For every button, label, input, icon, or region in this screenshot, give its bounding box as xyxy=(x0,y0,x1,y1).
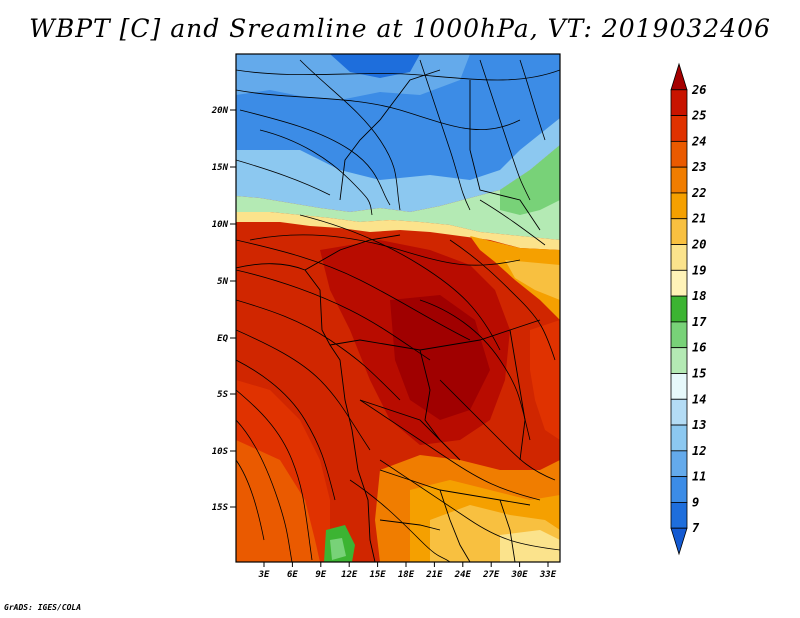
colorbar-label: 7 xyxy=(692,521,700,535)
lat-tick-label: 5N xyxy=(217,277,228,287)
grads-credit: GrADS: IGES/COLA xyxy=(4,603,82,612)
colorbar-swatch xyxy=(670,269,688,297)
colorbar-label: 13 xyxy=(692,418,706,432)
colorbar-label: 22 xyxy=(691,186,706,200)
colorbar-label: 17 xyxy=(692,315,707,329)
colorbar-swatch xyxy=(670,89,688,116)
colorbar-swatch xyxy=(670,527,688,556)
colorbar-label: 15 xyxy=(692,367,706,381)
colorbar-label: 9 xyxy=(692,495,699,509)
map-title: WBPT [C] and Sreamline at 1000hPa, VT: 2… xyxy=(29,14,771,43)
colorbar-swatch xyxy=(670,347,688,374)
lat-tick-label: 20N xyxy=(211,106,229,116)
colorbar-label: 12 xyxy=(692,444,706,458)
colorbar-swatch xyxy=(670,502,688,529)
lat-tick-label: 10N xyxy=(212,220,229,230)
colorbar-swatch xyxy=(670,140,688,168)
lat-tick-label: 10S xyxy=(212,447,229,457)
map-frame xyxy=(235,53,561,563)
colorbar-label: 16 xyxy=(692,341,706,355)
colorbar-label: 18 xyxy=(692,289,706,303)
colorbar-swatch xyxy=(670,192,688,220)
colorbar-label: 11 xyxy=(692,470,706,484)
colorbar-label: 26 xyxy=(691,83,706,97)
colorbar-label: 25 xyxy=(691,109,706,123)
country-borders xyxy=(236,69,541,562)
latitude-axis: 20N 15N 10N 5N EQ 5S 10S 15S xyxy=(211,106,236,513)
colorbar-swatch xyxy=(670,321,688,349)
longitude-axis: 3E 6E 9E 12E 15E 18E 21E 24E 27E 30E 33E xyxy=(258,562,557,580)
lon-tick-label: 24E xyxy=(454,570,472,580)
streamlines xyxy=(236,59,560,562)
lon-tick-label: 3E xyxy=(258,570,270,580)
colorbar-swatch xyxy=(670,295,688,323)
lon-tick-label: 18E xyxy=(398,570,415,580)
colorbar-swatch xyxy=(670,218,688,245)
colorbar-label: 21 xyxy=(691,212,706,226)
colorbar-label: 14 xyxy=(692,392,706,406)
lon-tick-label: 12E xyxy=(341,570,358,580)
lon-tick-label: 30E xyxy=(510,570,528,580)
lat-tick-label: 15S xyxy=(212,503,229,513)
lat-tick-label: EQ xyxy=(217,334,228,344)
colorbar-swatch xyxy=(670,450,688,478)
colorbar-label: 23 xyxy=(691,160,706,174)
colorbar-swatch xyxy=(670,476,688,503)
colorbar-swatch xyxy=(670,373,688,400)
wbpt-field xyxy=(236,54,560,562)
colorbar-swatch xyxy=(670,244,688,271)
lon-tick-label: 33E xyxy=(539,570,557,580)
lon-tick-label: 9E xyxy=(315,570,326,580)
colorbar-label: 24 xyxy=(691,134,706,148)
colorbar-swatch xyxy=(670,166,688,194)
colorbar-label: 19 xyxy=(692,263,706,277)
lat-tick-label: 15N xyxy=(212,163,229,173)
lon-tick-label: 6E xyxy=(287,570,298,580)
lat-tick-label: 5S xyxy=(217,390,228,400)
colorbar-swatch xyxy=(670,115,688,142)
colorbar-swatch xyxy=(670,424,688,452)
lon-tick-label: 21E xyxy=(425,570,443,580)
colorbar: 26 25 24 23 22 21 20 19 18 17 16 15 14 13 12 11 9 7 xyxy=(670,62,707,556)
colorbar-swatch xyxy=(670,398,688,426)
colorbar-swatch xyxy=(670,62,688,91)
lon-tick-label: 27E xyxy=(482,570,500,580)
lon-tick-label: 15E xyxy=(369,570,386,580)
colorbar-label: 20 xyxy=(691,238,706,252)
